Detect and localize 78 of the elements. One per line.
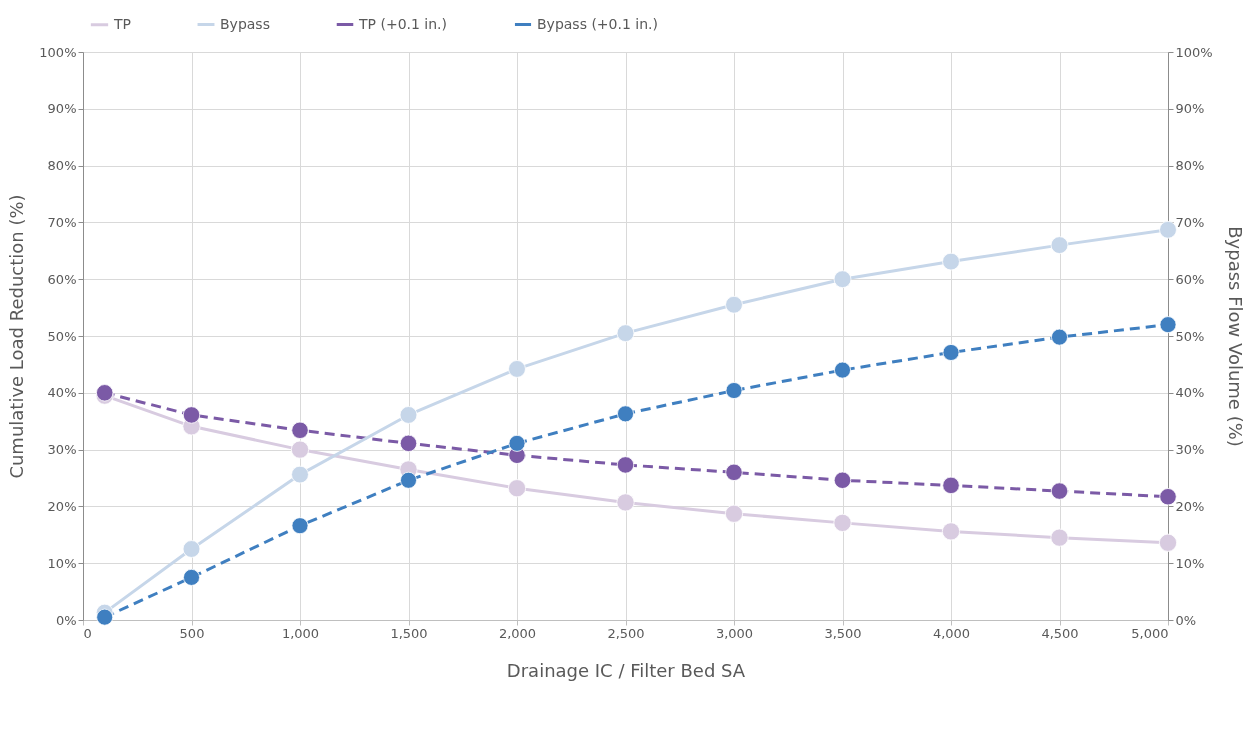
- y2-tick-label: 80%: [1175, 158, 1205, 174]
- x-tick-label: 0: [83, 625, 92, 641]
- x-tick-label: 4,500: [1041, 625, 1079, 641]
- y-axis-title: Cumulative Load Reduction (%): [6, 194, 28, 479]
- y-tick-label: 60%: [47, 271, 77, 287]
- point: [96, 608, 114, 626]
- point: [725, 295, 743, 314]
- y2-tick-label: 100%: [1175, 44, 1213, 60]
- point: [291, 517, 309, 535]
- point: [616, 493, 635, 512]
- legend-label: Bypass: [220, 15, 270, 32]
- point: [399, 434, 418, 452]
- x-axis-title: Drainage IC / Filter Bed SA: [506, 659, 746, 681]
- y2-tick-label: 40%: [1175, 385, 1205, 401]
- point: [183, 568, 200, 586]
- point: [1158, 533, 1178, 552]
- point: [399, 406, 418, 424]
- point: [942, 344, 960, 361]
- point: [1050, 236, 1069, 254]
- point: [941, 522, 961, 541]
- point: [942, 476, 960, 495]
- y-tick-label: 50%: [47, 328, 77, 344]
- legend-label: Bypass (+0.1 in.): [537, 15, 658, 32]
- y2-tick-label: 90%: [1175, 101, 1205, 117]
- x-tick-label: 4,000: [932, 625, 971, 641]
- x-tick-label: 5,000: [1131, 625, 1169, 641]
- point: [290, 440, 310, 459]
- x-tick-label: 2,500: [607, 625, 645, 641]
- x-tick-label: 2,000: [498, 625, 537, 641]
- point: [1050, 528, 1069, 547]
- y-tick-label: 30%: [47, 442, 77, 458]
- y-tick-label: 20%: [47, 498, 77, 514]
- y-tick-label: 0%: [55, 612, 77, 628]
- point: [508, 360, 526, 378]
- legend-label: TP: [113, 15, 131, 32]
- y2-tick-label: 10%: [1175, 555, 1205, 571]
- point: [508, 434, 526, 452]
- point: [833, 513, 852, 532]
- y-tick-label: 80%: [47, 158, 77, 174]
- y-tick-label: 90%: [47, 101, 77, 117]
- x-tick-label: 3,000: [715, 625, 754, 641]
- y2-axis-title: Bypass Flow Volume (%): [1224, 226, 1246, 447]
- point: [833, 270, 852, 289]
- point: [507, 479, 527, 498]
- point: [1159, 488, 1177, 506]
- point: [617, 405, 634, 423]
- point: [616, 456, 635, 474]
- point: [724, 504, 744, 523]
- point: [616, 324, 635, 343]
- point: [291, 465, 309, 484]
- y2-tick-label: 30%: [1175, 442, 1205, 458]
- point: [725, 463, 743, 481]
- legend-label: TP (+0.1 in.): [358, 15, 448, 32]
- y-tick-label: 70%: [47, 214, 77, 230]
- y2-tick-label: 70%: [1175, 214, 1205, 230]
- point: [1050, 482, 1069, 500]
- y2-tick-label: 50%: [1175, 328, 1205, 344]
- point: [1051, 328, 1068, 346]
- point: [833, 471, 852, 489]
- y2-tick-label: 60%: [1175, 271, 1205, 287]
- y-tick-label: 10%: [47, 555, 77, 571]
- x-tick-label: 3,500: [824, 625, 862, 641]
- point: [1159, 220, 1177, 239]
- y2-tick-label: 20%: [1175, 498, 1205, 514]
- x-tick-label: 1,500: [390, 625, 428, 641]
- point: [1159, 316, 1177, 334]
- y2-tick-label: 0%: [1175, 612, 1197, 628]
- x-tick-label: 1,000: [281, 625, 320, 641]
- x-tick-label: 500: [179, 625, 205, 641]
- point: [725, 382, 743, 399]
- y-tick-label: 40%: [47, 385, 77, 401]
- point: [182, 406, 201, 424]
- point: [182, 540, 201, 558]
- point: [834, 361, 851, 379]
- point: [291, 421, 309, 439]
- point: [400, 471, 417, 489]
- y-tick-label: 100%: [39, 44, 77, 60]
- point: [942, 252, 960, 271]
